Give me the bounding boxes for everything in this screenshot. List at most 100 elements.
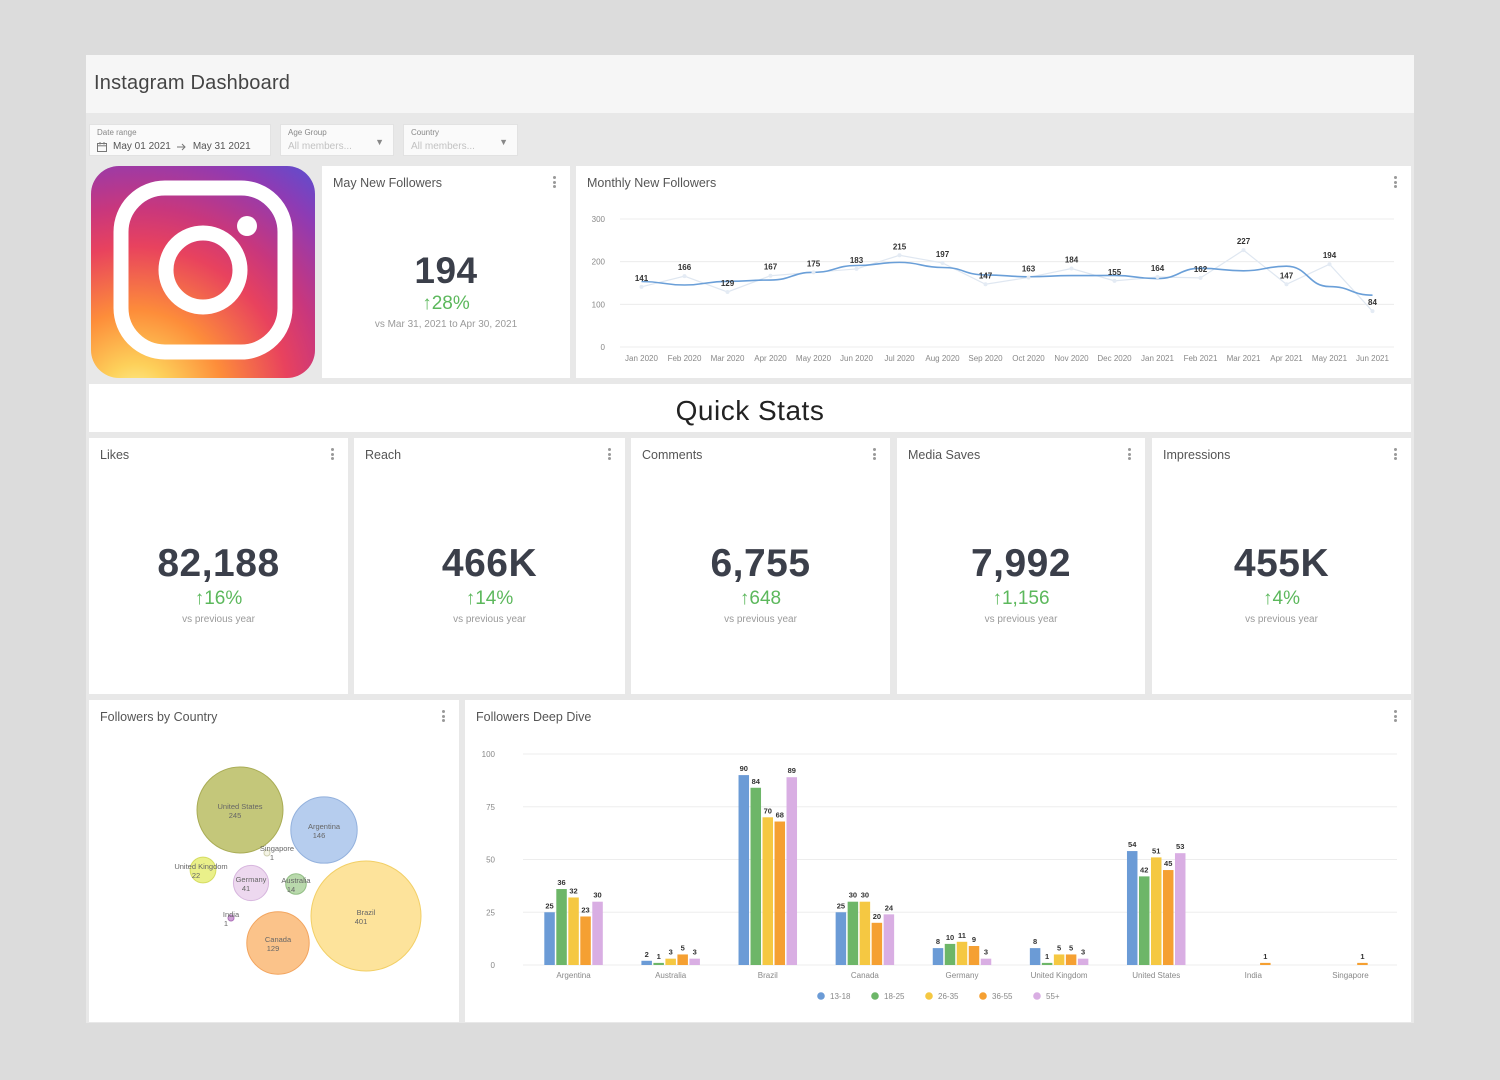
more-options-icon[interactable] <box>331 448 334 460</box>
data-label: 129 <box>721 279 735 288</box>
media-saves-card: Media Saves 7,992 ↑1,156 vs previous yea… <box>897 438 1145 694</box>
date-range-filter[interactable]: Date range May 01 2021 May 31 2021 <box>89 124 271 156</box>
bar[interactable] <box>738 775 750 965</box>
bar[interactable] <box>1065 954 1077 965</box>
bar[interactable] <box>1174 853 1186 965</box>
y-tick-label: 25 <box>486 908 495 917</box>
data-point[interactable] <box>1155 275 1160 280</box>
data-point[interactable] <box>1112 278 1117 283</box>
bar[interactable] <box>1138 876 1150 965</box>
x-tick-label: Singapore <box>1332 971 1369 980</box>
more-options-icon[interactable] <box>1394 448 1397 460</box>
data-point[interactable] <box>811 270 816 275</box>
instagram-logo-icon <box>91 166 315 378</box>
legend-label[interactable]: 18-25 <box>884 992 905 1001</box>
more-options-icon[interactable] <box>1128 448 1131 460</box>
more-options-icon[interactable] <box>442 710 445 722</box>
data-point[interactable] <box>1198 275 1203 280</box>
bubble-value: 41 <box>242 884 250 893</box>
bar[interactable] <box>980 958 992 965</box>
bar[interactable] <box>932 948 944 965</box>
bar[interactable] <box>1077 958 1089 965</box>
bar-value-label: 1 <box>1263 952 1267 961</box>
data-point[interactable] <box>768 273 773 278</box>
date-to[interactable]: May 31 2021 <box>192 141 251 152</box>
bubble[interactable] <box>227 914 235 922</box>
more-options-icon[interactable] <box>608 448 611 460</box>
legend-swatch[interactable] <box>1033 992 1041 1000</box>
bar[interactable] <box>1357 962 1368 965</box>
bar[interactable] <box>665 958 676 965</box>
bar[interactable] <box>580 916 591 965</box>
bar-value-label: 30 <box>849 891 857 900</box>
bar[interactable] <box>1260 962 1271 965</box>
bar[interactable] <box>774 821 786 965</box>
bar[interactable] <box>859 901 871 965</box>
bar[interactable] <box>1041 962 1053 965</box>
bar[interactable] <box>1162 870 1174 965</box>
bar[interactable] <box>871 922 883 965</box>
bar[interactable] <box>1053 954 1065 965</box>
bubble[interactable] <box>189 856 217 884</box>
bar[interactable] <box>677 954 688 965</box>
data-point[interactable] <box>1241 248 1246 253</box>
data-point[interactable] <box>854 266 859 271</box>
bar[interactable] <box>835 912 847 965</box>
legend-swatch[interactable] <box>871 992 879 1000</box>
bar[interactable] <box>944 943 956 965</box>
bar[interactable] <box>968 946 980 965</box>
more-options-icon[interactable] <box>1394 710 1397 722</box>
bubble[interactable] <box>263 849 271 857</box>
data-point[interactable] <box>1284 282 1289 287</box>
bar[interactable] <box>1150 857 1162 965</box>
more-options-icon[interactable] <box>1394 176 1397 188</box>
legend-swatch[interactable] <box>925 992 933 1000</box>
bubble[interactable] <box>232 864 270 902</box>
bar[interactable] <box>641 960 652 965</box>
data-point[interactable] <box>725 289 730 294</box>
bar[interactable] <box>592 901 603 965</box>
bar[interactable] <box>556 889 567 965</box>
bubble[interactable] <box>196 766 284 854</box>
country-filter[interactable]: Country All members... ▼ <box>403 124 518 156</box>
bar[interactable] <box>883 914 895 965</box>
bubble[interactable] <box>290 796 358 864</box>
data-point[interactable] <box>1026 275 1031 280</box>
data-point[interactable] <box>1327 262 1332 267</box>
legend-label[interactable]: 26-35 <box>938 992 959 1001</box>
bar[interactable] <box>750 787 762 965</box>
bar[interactable] <box>544 912 555 965</box>
bar[interactable] <box>762 817 774 965</box>
data-point[interactable] <box>639 284 644 289</box>
data-point[interactable] <box>983 282 988 287</box>
legend-label[interactable]: 13-18 <box>830 992 851 1001</box>
data-label: 167 <box>764 263 778 272</box>
bar[interactable] <box>653 962 664 965</box>
calendar-icon <box>97 141 107 152</box>
bar[interactable] <box>786 777 798 965</box>
bubble[interactable] <box>285 873 307 895</box>
legend-label[interactable]: 36-55 <box>992 992 1013 1001</box>
bar[interactable] <box>956 941 968 965</box>
legend-label[interactable]: 55+ <box>1046 992 1060 1001</box>
data-point[interactable] <box>1069 266 1074 271</box>
legend-swatch[interactable] <box>979 992 987 1000</box>
bubble[interactable] <box>310 860 422 972</box>
age-group-filter[interactable]: Age Group All members... ▼ <box>280 124 394 156</box>
bubble[interactable] <box>246 911 310 975</box>
data-point[interactable] <box>682 274 687 279</box>
data-label: 197 <box>936 250 950 259</box>
legend-swatch[interactable] <box>817 992 825 1000</box>
date-from[interactable]: May 01 2021 <box>113 141 171 152</box>
more-options-icon[interactable] <box>553 176 556 188</box>
bar[interactable] <box>1029 948 1041 965</box>
data-point[interactable] <box>1370 309 1375 314</box>
bar[interactable] <box>568 897 579 965</box>
data-point[interactable] <box>940 260 945 265</box>
card-title: Followers Deep Dive <box>476 710 592 724</box>
more-options-icon[interactable] <box>873 448 876 460</box>
bar[interactable] <box>1126 851 1138 965</box>
bar[interactable] <box>847 901 859 965</box>
data-point[interactable] <box>897 253 902 258</box>
bar[interactable] <box>689 958 700 965</box>
